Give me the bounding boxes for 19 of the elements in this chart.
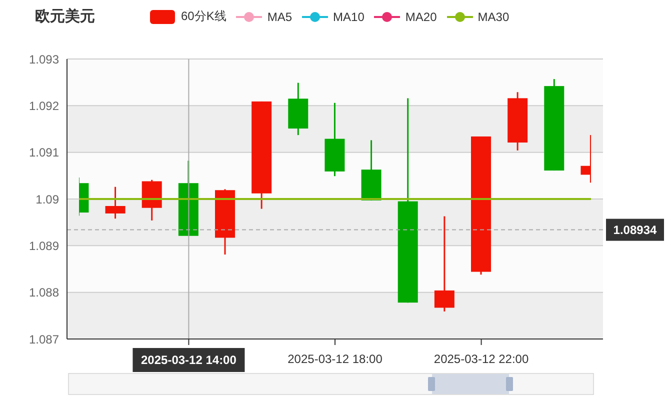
legend-label: MA5 bbox=[267, 10, 292, 24]
candlestick bbox=[434, 216, 454, 312]
y-tick-label: 1.09 bbox=[36, 192, 60, 206]
y-tick-label: 1.089 bbox=[28, 238, 60, 253]
candlestick bbox=[105, 186, 126, 220]
x-tick-label: 2025-03-12 14:00 bbox=[141, 353, 237, 367]
y-tick-label: 1.087 bbox=[28, 332, 60, 346]
x-tick-label: 2025-03-12 18:00 bbox=[288, 352, 383, 366]
chart-title: 欧元美元 bbox=[35, 7, 95, 26]
y-tick-label: 1.091 bbox=[28, 146, 60, 160]
legend-label: MA10 bbox=[333, 10, 364, 24]
y-tick-label: 1.088 bbox=[28, 286, 60, 300]
legend-label: 60分K线 bbox=[181, 8, 226, 25]
y-tick-label: 1.092 bbox=[28, 98, 60, 113]
x-tick-label: 2025-03-12 22:00 bbox=[434, 352, 529, 366]
ref-line-label: 1.08934 bbox=[613, 222, 658, 237]
legend-label: MA20 bbox=[405, 10, 437, 24]
y-tick-label: 1.093 bbox=[28, 52, 60, 66]
legend-label: MA30 bbox=[478, 10, 510, 24]
